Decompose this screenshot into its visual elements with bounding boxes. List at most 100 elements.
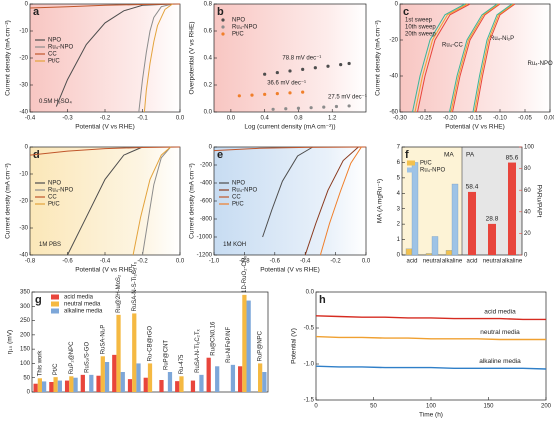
panel: 0.0 0.2 0.4 0.6 0.8 0.0 0.4 0.8 1.2 b Log (current… — [189, 2, 367, 131]
x-tick-label: -0.2 — [100, 116, 111, 122]
y2-axis-label: PARu/PAPt — [535, 185, 542, 218]
y-tick-label: 0 — [209, 145, 213, 151]
x-tick-label: neutral — [423, 259, 441, 265]
legend-label: 20th sweep — [405, 32, 436, 38]
category-label: RuS₂/S-GO — [85, 342, 91, 373]
panel-label: e — [217, 149, 223, 161]
legend-label: acid media — [64, 295, 94, 301]
y-tick-label: -600 — [200, 199, 213, 205]
line — [414, 3, 468, 113]
line — [474, 3, 514, 113]
line — [472, 3, 513, 113]
bar — [159, 380, 164, 392]
legend-label: 10th sweep — [405, 25, 436, 31]
legend-label: NPO — [232, 18, 245, 24]
legend-label: Pt/C — [232, 32, 244, 38]
series-label: acid media — [484, 308, 516, 315]
x-tick-label: -0.15 — [468, 116, 482, 122]
y-tick-label: 0.0 — [306, 290, 315, 296]
bar — [508, 162, 516, 255]
bar — [96, 375, 101, 392]
category-label: Ru@CN0.16 — [211, 321, 217, 356]
legend-label: CC — [48, 52, 57, 58]
line — [143, 3, 173, 113]
line — [315, 315, 546, 321]
point — [275, 70, 279, 75]
panel-label: c — [403, 6, 409, 18]
panel-label: h — [319, 294, 326, 306]
y-tick-label: 0 — [397, 253, 401, 259]
bar — [64, 380, 70, 392]
annotation: Ru₄-CC — [442, 43, 463, 49]
panel: -40 -30 -20 -10 0 -0.4 -0.3 -0.2 -0.1 0.0 a Potenti… — [5, 2, 185, 131]
x-tick-label: -0.6 — [270, 259, 281, 265]
x-tick-label: -0.8 — [25, 259, 36, 265]
y-tick-label: -10 — [19, 29, 28, 35]
legend-label: Pt/C — [48, 202, 60, 208]
bar — [411, 162, 419, 256]
legend-label: NPO — [48, 38, 61, 44]
bar — [238, 366, 243, 392]
x-tick-label: acid — [406, 259, 417, 265]
annotation: 78.8 mV dec⁻¹ — [282, 56, 321, 62]
y-tick-label: -20 — [19, 56, 28, 62]
category-label: Pt/C — [53, 363, 59, 375]
bar — [132, 313, 137, 392]
legend-swatch — [407, 167, 415, 173]
x-tick-label: -0.4 — [25, 116, 36, 122]
data-label: 85.6 — [506, 154, 519, 161]
y-tick-label: -200 — [200, 163, 213, 169]
y-tick-label: 1 — [397, 237, 401, 243]
x-tick-label: -1.0 — [209, 259, 220, 265]
legend-swatch — [221, 25, 225, 29]
y-tick-label: -20 — [19, 199, 28, 205]
plot-background — [30, 4, 180, 112]
legend-label: NPO — [232, 181, 245, 187]
section-label: PA — [466, 152, 475, 159]
x-axis-label: Potential (V vs RHE) — [75, 267, 135, 274]
panel: 0 1 2 3 4 5 6 7 0 20 40 60 80 100 f MA (A mgRu⁻¹) PARu/P… — [377, 145, 543, 265]
category-label: RuP₂@NPC — [69, 341, 75, 374]
y-tick-label: -40 — [19, 110, 28, 116]
y-tick-label: -1000 — [197, 235, 213, 241]
y-tick-label: 350 — [20, 290, 31, 296]
x-tick-label: 0.0 — [176, 259, 185, 265]
x-tick-label: -0.2 — [137, 259, 148, 265]
bar — [136, 363, 141, 392]
line — [450, 3, 499, 113]
y2-tick-label: 20 — [524, 231, 531, 237]
y-tick-label: -40 — [19, 253, 28, 259]
y-tick-label: 4 — [397, 191, 401, 197]
legend-label: CC — [48, 195, 57, 201]
x-tick-label: -0.30 — [393, 116, 407, 122]
y-tick-label: -30 — [19, 226, 28, 232]
y-tick-label: 0.0 — [204, 110, 213, 116]
x-axis-label: Log (current density (mA cm⁻²)) — [244, 124, 335, 131]
x-tick-label: 0.00 — [544, 116, 554, 122]
y-tick-label: 0.2 — [204, 83, 213, 89]
annotation: 0.5M H₂SO₄ — [39, 99, 72, 105]
bar — [112, 354, 117, 392]
point — [326, 64, 330, 68]
point — [339, 63, 343, 67]
series-label: alkaline media — [479, 358, 521, 365]
category-label: RuSA-N-S-Ti₃C₂Tₓ — [132, 262, 138, 312]
point — [301, 67, 305, 71]
x-axis-label: Potential (V vs RHE) — [445, 124, 505, 131]
y-tick-label: -30 — [19, 83, 28, 89]
x-tick-label: acid — [466, 259, 477, 265]
line — [412, 3, 466, 113]
bar — [33, 383, 38, 392]
x-tick-label: -0.4 — [300, 259, 311, 265]
x-tick-label: 0 — [314, 404, 318, 410]
point — [322, 105, 326, 109]
bar — [167, 372, 173, 392]
y-axis-label: η₁₀ (mV) — [7, 330, 14, 354]
line — [67, 146, 143, 256]
point — [288, 91, 292, 95]
category-label: Ru-CB@rGO — [148, 326, 154, 362]
bar — [143, 377, 148, 392]
bar — [57, 380, 62, 392]
x-tick-label: 0.0 — [176, 116, 185, 122]
line — [452, 3, 501, 113]
